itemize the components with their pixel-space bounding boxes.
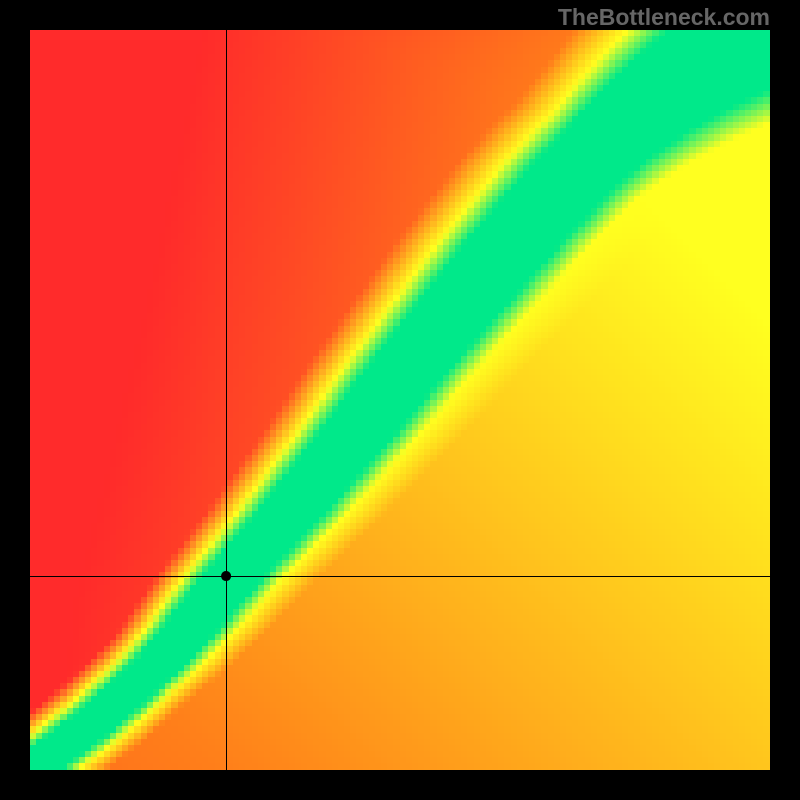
plot-area — [30, 30, 770, 770]
watermark-text: TheBottleneck.com — [558, 4, 770, 31]
chart-container: TheBottleneck.com — [0, 0, 800, 800]
heatmap-canvas — [30, 30, 770, 770]
